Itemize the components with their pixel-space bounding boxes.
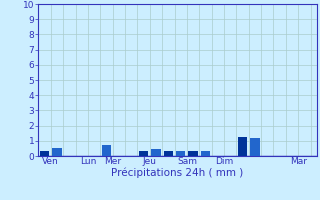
- Bar: [151, 149, 161, 156]
- X-axis label: Précipitations 24h ( mm ): Précipitations 24h ( mm ): [111, 168, 244, 178]
- Bar: [238, 137, 247, 156]
- Bar: [52, 148, 61, 156]
- Bar: [188, 151, 198, 156]
- Bar: [164, 151, 173, 156]
- Bar: [40, 151, 49, 156]
- Bar: [250, 138, 260, 156]
- Bar: [201, 151, 210, 156]
- Bar: [102, 145, 111, 156]
- Bar: [176, 151, 185, 156]
- Bar: [139, 151, 148, 156]
